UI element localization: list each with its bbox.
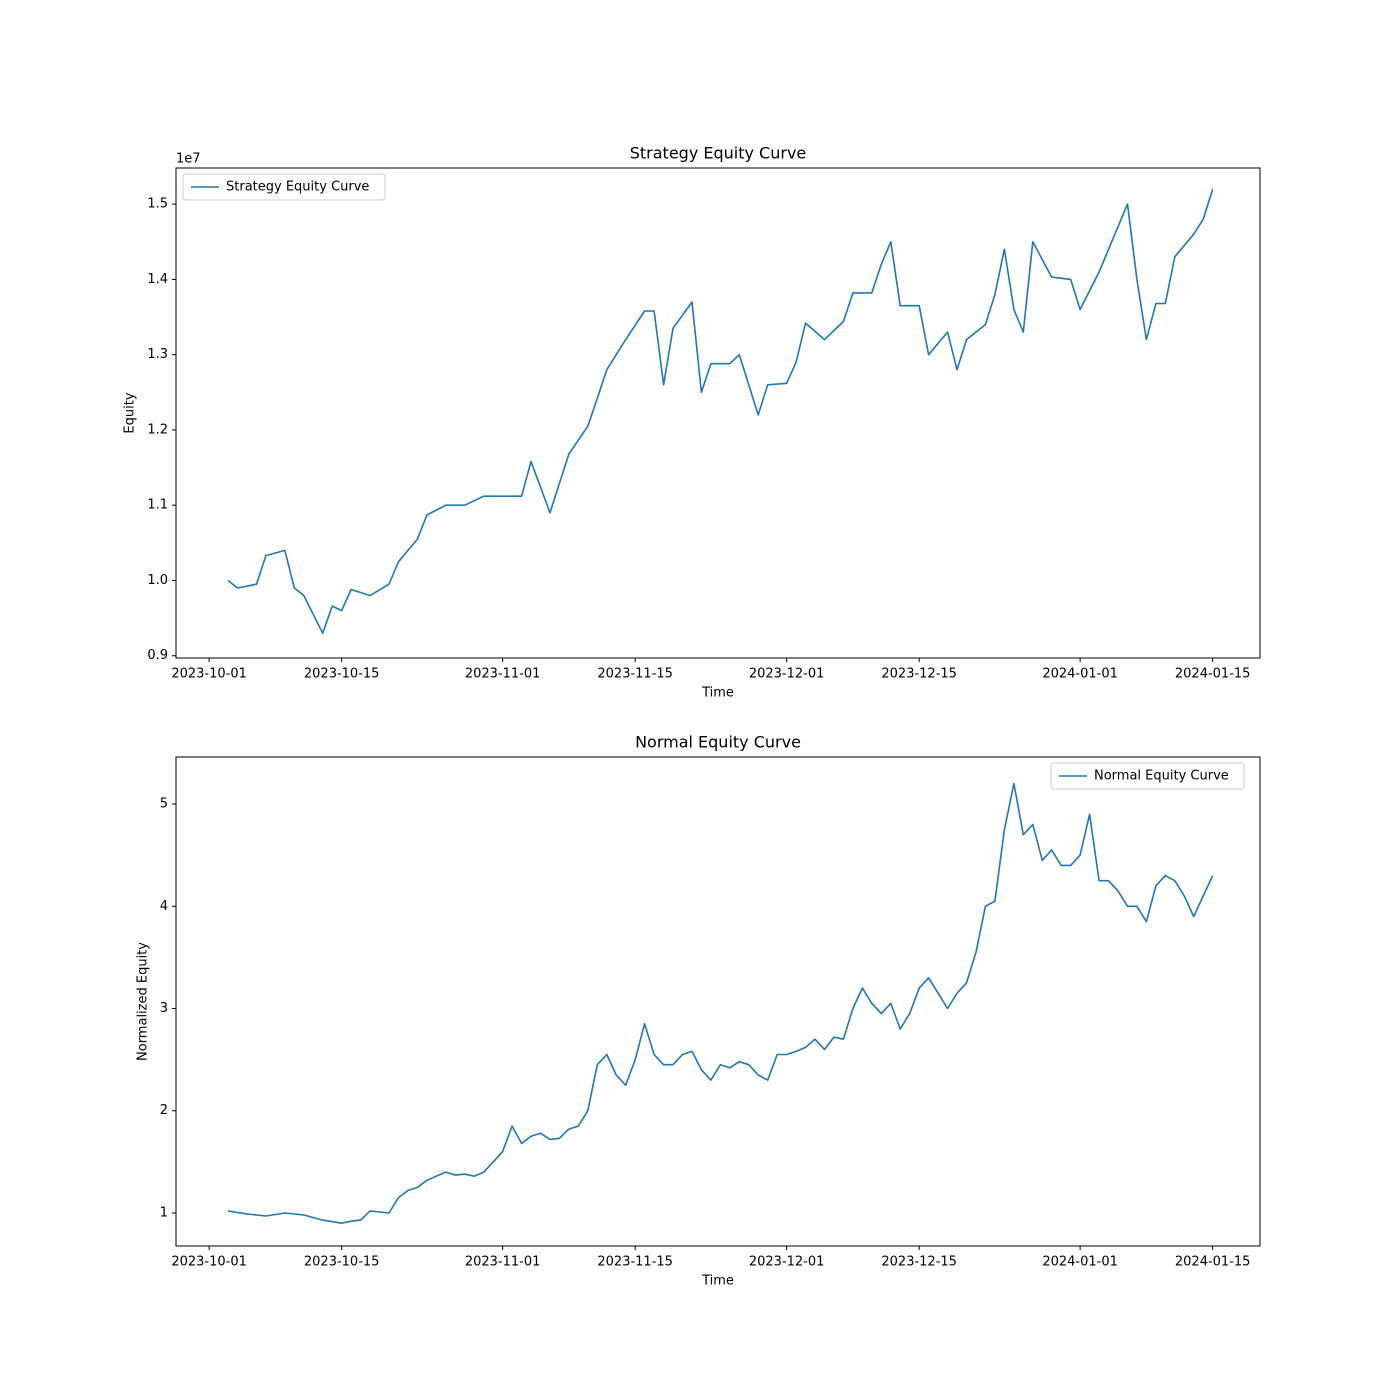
offset-label: 1e7 bbox=[176, 152, 201, 167]
x-axis-label: Time bbox=[701, 1274, 734, 1289]
plot-frame bbox=[175, 756, 1261, 1247]
y-tick-label: 1 bbox=[160, 1205, 168, 1220]
x-tick-label: 2023-12-15 bbox=[881, 667, 957, 682]
legend-label: Strategy Equity Curve bbox=[226, 180, 369, 195]
x-tick-label: 2023-10-01 bbox=[171, 1255, 247, 1270]
x-tick-label: 2023-12-01 bbox=[749, 667, 825, 682]
y-tick-label: 2 bbox=[160, 1103, 168, 1118]
y-tick-label: 1.2 bbox=[147, 422, 168, 437]
x-axis-label: Time bbox=[701, 686, 734, 701]
y-tick-label: 1.1 bbox=[147, 498, 168, 513]
x-tick-label: 2023-10-01 bbox=[171, 667, 247, 682]
x-tick-label: 2024-01-15 bbox=[1175, 1255, 1251, 1270]
legend-label: Normal Equity Curve bbox=[1094, 769, 1229, 784]
y-axis-label: Normalized Equity bbox=[136, 942, 151, 1061]
x-tick-label: 2024-01-01 bbox=[1042, 667, 1118, 682]
x-tick-label: 2023-12-15 bbox=[881, 1255, 957, 1270]
y-tick-label: 3 bbox=[160, 1001, 168, 1016]
x-tick-label: 2023-10-15 bbox=[304, 1255, 380, 1270]
x-tick-label: 2023-10-15 bbox=[304, 667, 380, 682]
x-tick-label: 2023-11-15 bbox=[597, 667, 673, 682]
data-line bbox=[227, 782, 1214, 1224]
y-tick-label: 4 bbox=[160, 899, 168, 914]
y-tick-label: 5 bbox=[160, 797, 168, 812]
x-tick-label: 2023-11-01 bbox=[465, 1255, 541, 1270]
legend-box bbox=[1050, 762, 1245, 790]
x-tick-label: 2023-11-01 bbox=[465, 667, 541, 682]
legend-box bbox=[182, 173, 386, 201]
y-axis-label: Equity bbox=[123, 392, 138, 433]
x-tick-label: 2024-01-15 bbox=[1175, 667, 1251, 682]
y-tick-label: 1.0 bbox=[147, 573, 168, 588]
x-tick-label: 2023-11-15 bbox=[597, 1255, 673, 1270]
data-line bbox=[227, 188, 1214, 634]
chart-title: Strategy Equity Curve bbox=[630, 144, 807, 163]
y-tick-label: 1.4 bbox=[147, 272, 168, 287]
y-tick-label: 0.9 bbox=[147, 648, 168, 663]
chart-title: Normal Equity Curve bbox=[635, 733, 801, 752]
y-tick-label: 1.3 bbox=[147, 347, 168, 362]
y-tick-label: 1.5 bbox=[147, 197, 168, 212]
x-tick-label: 2024-01-01 bbox=[1042, 1255, 1118, 1270]
x-tick-label: 2023-12-01 bbox=[749, 1255, 825, 1270]
plot-frame bbox=[175, 167, 1261, 659]
